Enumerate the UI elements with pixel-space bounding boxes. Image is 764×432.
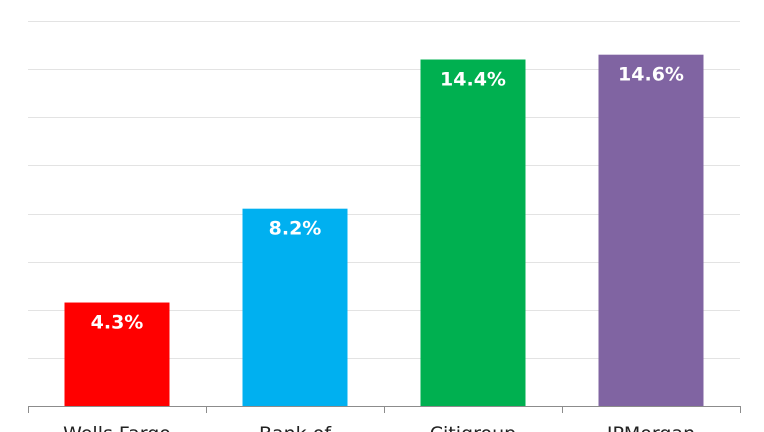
data-label: 4.3%: [91, 312, 144, 334]
bar: [598, 54, 704, 406]
x-tick-label: JPMorgan: [606, 423, 695, 432]
bar: [242, 208, 348, 406]
x-tick-label: Citigroup: [430, 423, 516, 432]
data-label: 14.4%: [440, 69, 506, 91]
x-axis: Wells Fargo Bank of Citigroup JPMorgan: [28, 406, 741, 432]
bar: [420, 59, 526, 406]
bars: [64, 54, 704, 406]
data-label: 14.6%: [618, 64, 684, 86]
x-tick-label: Wells Fargo: [63, 423, 171, 432]
data-label: 8.2%: [269, 218, 322, 240]
bar: [64, 302, 170, 406]
data-labels: 4.3% 8.2% 14.4% 14.6%: [91, 64, 684, 334]
x-tick-label: Bank of: [259, 423, 332, 432]
